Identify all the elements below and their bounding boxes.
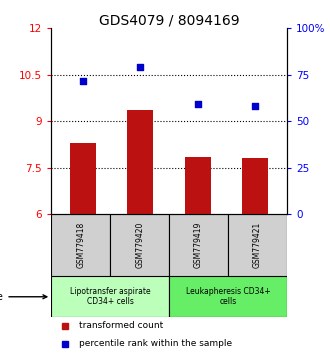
Bar	[70, 143, 96, 214]
Bar	[51, 214, 110, 276]
Point	[253, 103, 258, 109]
Point	[80, 78, 85, 84]
Text: GSM779419: GSM779419	[194, 222, 203, 268]
Bar	[228, 214, 287, 276]
Point	[138, 64, 143, 70]
Text: cell type: cell type	[0, 292, 47, 302]
Bar	[110, 214, 169, 276]
Text: Leukapheresis CD34+
cells: Leukapheresis CD34+ cells	[186, 287, 271, 307]
Text: transformed count: transformed count	[80, 321, 164, 330]
Text: Lipotransfer aspirate
CD34+ cells: Lipotransfer aspirate CD34+ cells	[70, 287, 150, 307]
Bar	[127, 110, 153, 214]
Bar	[243, 159, 268, 214]
Bar	[169, 276, 287, 318]
Bar	[51, 276, 169, 318]
Text: percentile rank within the sample: percentile rank within the sample	[80, 339, 233, 348]
Text: GSM779421: GSM779421	[253, 222, 262, 268]
Text: GSM779420: GSM779420	[135, 222, 144, 268]
Bar	[169, 214, 228, 276]
Title: GDS4079 / 8094169: GDS4079 / 8094169	[99, 13, 240, 27]
Point	[195, 101, 201, 107]
Text: GSM779418: GSM779418	[76, 222, 85, 268]
Bar	[185, 157, 211, 214]
